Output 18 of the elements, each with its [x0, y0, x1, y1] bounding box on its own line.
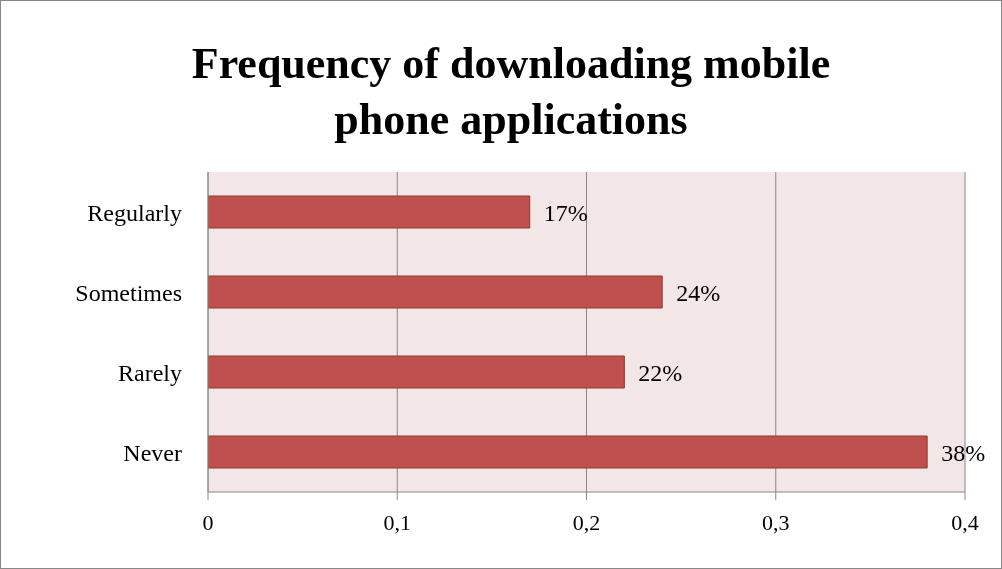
bar [208, 435, 928, 469]
data-label: 24% [676, 279, 721, 306]
y-tick-label: Rarely [118, 359, 182, 386]
data-label: 38% [941, 439, 986, 466]
y-tick-label: Regularly [87, 199, 182, 226]
chart-title: Frequency of downloading mobile phone applications [190, 38, 832, 146]
data-label: 17% [543, 199, 588, 226]
bar [208, 275, 663, 309]
y-tick-label: Never [123, 439, 182, 466]
bar [208, 195, 531, 229]
x-tick-label: 0,2 [572, 509, 601, 535]
y-tick-label: Sometimes [75, 279, 182, 306]
x-tick-label: 0,1 [383, 509, 411, 535]
x-tick-label: 0,4 [951, 509, 979, 535]
data-label: 22% [638, 359, 683, 386]
bar [208, 355, 625, 389]
x-tick-label: 0,3 [762, 509, 790, 535]
x-tick-label: 0 [202, 509, 214, 535]
